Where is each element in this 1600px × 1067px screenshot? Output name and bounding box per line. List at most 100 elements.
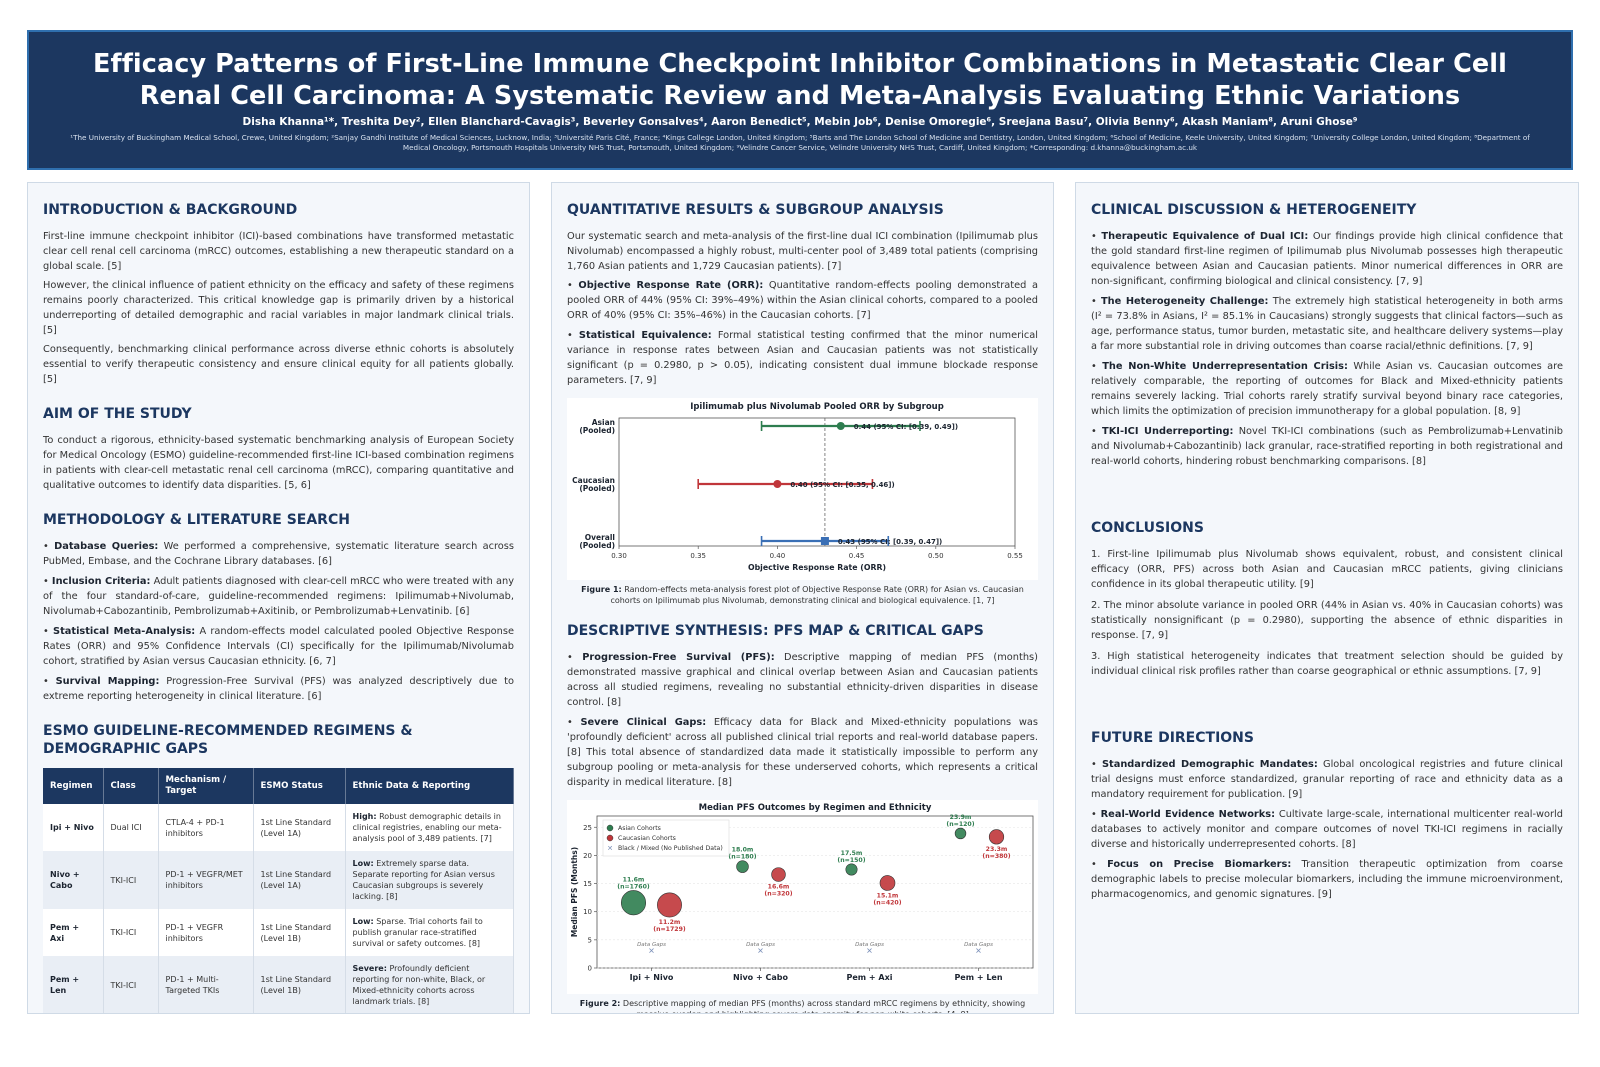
discussion-item-text: Our findings provide high clinical confi… [1091,231,1563,287]
methods-item-label: Database Queries: [54,541,159,552]
aim-heading: AIM OF THE STUDY [43,406,192,422]
table-cell-ethnic-data: Low: Sparse. Trial cohorts fail to publi… [345,909,514,956]
results-item-text: Formal statistical testing confirmed tha… [567,330,1038,386]
pfs-point [954,827,967,840]
point-estimate [820,537,829,545]
pfs-n-label: (n=1729) [653,926,686,933]
data-gap-label: Data Gaps [855,942,884,948]
methods-item: • Survival Mapping: Progression-Free Sur… [43,676,514,702]
table-cell-mechanism: PD-1 + Multi-Targeted TKIs [158,956,254,1013]
regimens-heading-line-2: DEMOGRAPHIC GAPS [43,741,209,757]
pfs-point [736,860,749,873]
discussion-item-label: Therapeutic Equivalence of Dual ICI: [1101,231,1309,242]
table-header-row: Regimen Class Mechanism / Target ESMO Statu… [43,768,514,804]
y-tick-label: 5 [588,936,592,944]
forest-plot: Ipilimumab plus Nivolumab Pooled ORR by … [572,402,1023,572]
methods-list: • Database Queries: We performed a compr… [43,539,514,704]
table-row: Pem + Len TKI-ICI PD-1 + Multi-Targeted TK… [43,956,514,1013]
pfs-n-label: (n=380) [982,853,1010,860]
pfs-point [771,867,786,882]
future-item-text: Transition therapeutic optimization from… [1091,859,1563,900]
pfs-scatter-plot: Median PFS Outcomes by Regimen and Ethni… [570,803,1034,982]
row-label: Asian [592,418,615,427]
pfs-value-label: 17.5m [841,850,863,857]
x-tick-label: 0.55 [1007,552,1023,560]
table-cell-regimen: Pem + Axi [43,909,104,956]
point-estimate [773,480,782,488]
pfs-list: • Progression-Free Survival (PFS): Descr… [567,650,1038,790]
legend-entry: Asian Cohorts [618,825,661,832]
intro-paragraph-1: First-line immune checkpoint inhibitor (… [43,231,514,272]
y-tick-label: 15 [583,880,592,888]
pfs-value-label: 23.3m [986,846,1008,853]
discussion-item-label: TKI-ICI Underreporting: [1102,426,1234,437]
conclusion-item: 3. High statistical heterogeneity indica… [1091,651,1563,677]
future-item-label: Standardized Demographic Mandates: [1101,759,1318,770]
regimens-heading: ESMO GUIDELINE-RECOMMENDED REGIMENS & DE… [43,722,514,758]
table-cell-class: TKI-ICI [103,956,159,1013]
table-cell-regimen: Pem + Len [43,956,104,1013]
ethnic-data-detail: Robust demographic details in clinical r… [352,812,502,843]
discussion-item: • The Heterogeneity Challenge: The extre… [1091,296,1563,352]
figure-1-caption-text: Random-effects meta-analysis forest plot… [610,585,1024,605]
y-tick-label: 25 [583,824,592,832]
data-gap-marker: ✕ [975,947,982,956]
figure-2-caption: Figure 2: Descriptive mapping of median … [567,998,1038,1013]
table-cell-status: 1st Line Standard (Level 1A) [253,851,346,909]
methods-item-text: A random-effects model calculated pooled… [43,626,514,667]
pfs-heading: DESCRIPTIVE SYNTHESIS: PFS MAP & CRITICA… [567,623,984,639]
aim-paragraph: To conduct a rigorous, ethnicity-based s… [43,435,514,491]
table-cell-status: 1st Line Standard (Level 1A) [253,804,346,851]
x-tick-label: Pem + Len [954,973,1002,982]
data-gap-label: Data Gaps [746,942,775,948]
row-label-sub: (Pooled) [579,541,615,550]
affiliations: ¹The University of Buckingham Medical Sc… [70,133,1530,152]
pfs-value-label: 11.2m [659,919,681,926]
pfs-point [657,892,682,918]
legend-swatch: ✕ [607,845,613,853]
pfs-point [620,890,647,916]
poster-title: Efficacy Patterns of First-Line Immune C… [29,48,1571,112]
data-gap-label: Data Gaps [637,942,666,948]
pfs-item-label: Progression-Free Survival (PFS): [582,652,775,663]
pfs-n-label: (n=150) [837,857,865,864]
discussion-item-label: The Non-White Underrepresentation Crisis… [1102,361,1348,372]
conclusion-item: 1. First-line Ipilimumab plus Nivolumab … [1091,549,1563,590]
y-tick-label: 0 [588,965,592,973]
results-item: • Objective Response Rate (ORR): Quantit… [567,280,1038,321]
methods-item-label: Statistical Meta-Analysis: [53,626,196,637]
column-right: CLINICAL DISCUSSION & HETEROGENEITY • Th… [1075,182,1579,1014]
intro-paragraph-2: However, the clinical influence of patie… [43,280,514,336]
future-item-label: Real-World Evidence Networks: [1100,809,1276,820]
legend-swatch [606,834,614,842]
figure-2-caption-label: Figure 2: [579,999,621,1008]
conclusions-heading: CONCLUSIONS [1091,520,1204,536]
estimate-label: 0.40 (95% CI: [0.35, 0.46]) [790,481,894,489]
figure-2-caption-text: Descriptive mapping of median PFS (month… [622,999,1026,1013]
pfs-n-label: (n=420) [873,900,901,907]
table-row: Pem + Axi TKI-ICI PD-1 + VEGFR inhibitors 1… [43,909,514,956]
estimate-label: 0.44 (95% CI: [0.39, 0.49]) [854,423,958,431]
pfs-point [845,863,858,876]
discussion-item-label: The Heterogeneity Challenge: [1101,296,1269,307]
future-item-label: Focus on Precise Biomarkers: [1107,859,1292,870]
discussion-heading: CLINICAL DISCUSSION & HETEROGENEITY [1091,202,1417,218]
discussion-list: • Therapeutic Equivalence of Dual ICI: O… [1091,229,1563,469]
pfs-n-label: (n=180) [728,854,756,861]
y-tick-label: 20 [583,852,592,860]
ethnic-data-level: Severe: [352,964,387,973]
pfs-n-label: (n=120) [946,821,974,828]
x-tick-label: 0.40 [770,552,786,560]
poster-header: Efficacy Patterns of First-Line Immune C… [27,30,1573,170]
results-item-label: Objective Response Rate (ORR): [578,280,764,291]
conclusions-list: 1. First-line Ipilimumab plus Nivolumab … [1091,547,1563,679]
discussion-item-text: The extremely high statistical heterogen… [1091,296,1563,352]
x-tick-label: Ipi + Nivo [630,973,674,982]
methods-item-text: Progression-Free Survival (PFS) was anal… [43,676,514,702]
methods-item: • Database Queries: We performed a compr… [43,541,514,567]
ethnic-data-level: Low: [352,859,374,868]
intro-paragraph-3: Consequently, benchmarking clinical perf… [43,344,514,385]
results-item-text: Quantitative random-effects pooling demo… [567,280,1038,321]
pfs-point [879,875,896,891]
table-cell-class: TKI-ICI [103,851,159,909]
